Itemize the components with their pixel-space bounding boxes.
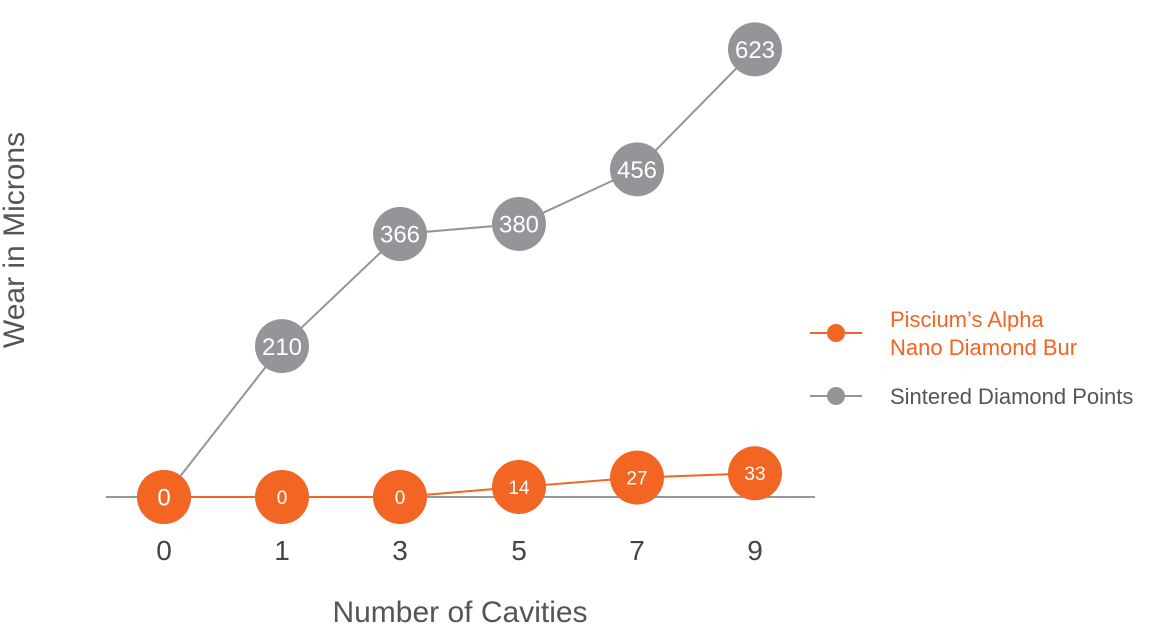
series-line [163,48,756,498]
data-label: 380 [499,212,539,239]
data-point [728,22,782,77]
legend-label: Nano Diamond Bur [890,335,1077,360]
data-point [255,319,309,374]
y-axis-title: Wear in Microns [0,132,31,348]
data-label: 623 [735,37,775,64]
data-point [492,459,546,514]
data-label: 0 [277,488,288,509]
data-label: 366 [380,222,420,249]
x-tick-label: 5 [511,535,527,566]
data-label: 0 [157,485,170,512]
legend-marker [827,324,845,342]
data-label: 210 [262,334,302,361]
x-tick-label: 3 [392,535,408,566]
data-label: 456 [617,157,657,184]
legend-label: Piscium’s Alpha [890,307,1044,332]
data-label: 27 [626,468,647,489]
data-point [492,196,546,251]
data-label: 0 [395,488,406,509]
x-tick-label: 0 [156,535,172,566]
data-point [137,470,191,524]
data-label: 33 [744,464,765,485]
data-label: 14 [508,478,530,499]
legend: Piscium’s Alpha Nano Diamond Bur Sintered … [810,307,1133,409]
data-point [373,207,427,262]
series-line [164,472,756,498]
x-axis-title: Number of Cavities [332,596,587,625]
x-tick-label: 7 [629,535,645,566]
series-lines [163,48,756,498]
x-tick-labels: 0 1 3 5 7 9 [156,535,763,566]
x-tick-label: 9 [747,535,763,566]
data-point [373,470,427,524]
series-markers: 0210366380456623000142733 [137,22,782,524]
x-tick-label: 1 [274,535,290,566]
data-point [255,470,309,524]
data-point [610,142,664,197]
legend-label: Sintered Diamond Points [890,384,1133,409]
legend-marker [827,387,845,405]
axis-layer: Wear in Microns Number of Cavities [0,132,815,629]
data-point [728,446,782,501]
data-point [610,450,664,505]
